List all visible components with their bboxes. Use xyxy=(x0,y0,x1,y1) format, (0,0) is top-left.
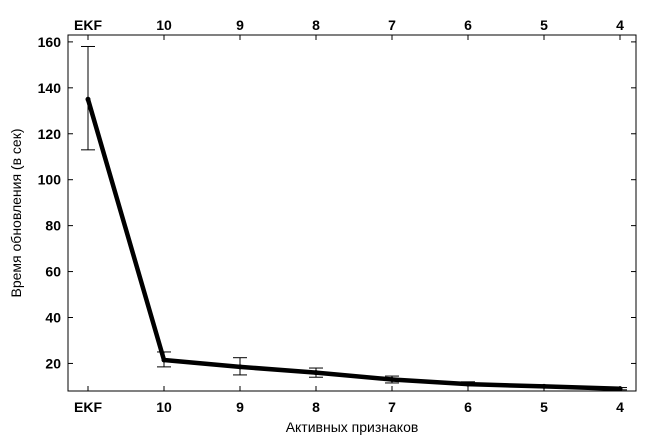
data-point xyxy=(313,370,319,376)
x-axis-title: Активных признаков xyxy=(286,419,419,435)
x-tick-label-top: 5 xyxy=(540,17,548,33)
y-tick-label: 20 xyxy=(45,355,61,371)
tick-labels: 20 40 60 80 100 120 140 160 EKF EKF 10 10 9 9 8 8 7 7 6 6 5 5… xyxy=(38,17,624,415)
x-tick-label-top: 8 xyxy=(312,17,320,33)
x-tick-label-bottom: 6 xyxy=(464,399,472,415)
data-point xyxy=(389,377,395,383)
series xyxy=(85,96,623,392)
x-tick-label-top: 10 xyxy=(156,17,172,33)
x-tick-label-bottom: 8 xyxy=(312,399,320,415)
x-tick-label-bottom: 5 xyxy=(540,399,548,415)
x-tick-label-bottom: 7 xyxy=(388,399,396,415)
x-tick-label-top: EKF xyxy=(74,17,102,33)
x-tick-label-bottom: 4 xyxy=(616,399,624,415)
y-axis-title: Время обновления (в сек) xyxy=(8,129,24,298)
y-tick-label: 100 xyxy=(38,172,62,188)
plot-frame xyxy=(67,34,637,392)
x-tick-label-bottom: 10 xyxy=(156,399,172,415)
y-tick-label: 40 xyxy=(45,310,61,326)
y-tick-label: 140 xyxy=(38,80,62,96)
x-tick-label-top: 4 xyxy=(616,17,624,33)
x-tick-label-bottom: 9 xyxy=(236,399,244,415)
x-tick-label-bottom: EKF xyxy=(74,399,102,415)
axis-ticks xyxy=(68,35,636,391)
y-tick-label: 80 xyxy=(45,218,61,234)
data-point xyxy=(237,364,243,370)
y-tick-label: 60 xyxy=(45,264,61,280)
data-point xyxy=(161,357,167,363)
x-tick-label-top: 9 xyxy=(236,17,244,33)
x-tick-label-top: 6 xyxy=(464,17,472,33)
data-point xyxy=(465,381,471,387)
error-bars xyxy=(81,45,627,391)
data-point xyxy=(617,386,623,392)
data-point xyxy=(85,96,91,102)
x-tick-label-top: 7 xyxy=(388,17,396,33)
series-line xyxy=(85,97,623,391)
y-tick-label: 160 xyxy=(38,34,62,50)
data-point xyxy=(541,383,547,389)
y-tick-label: 120 xyxy=(38,126,62,142)
